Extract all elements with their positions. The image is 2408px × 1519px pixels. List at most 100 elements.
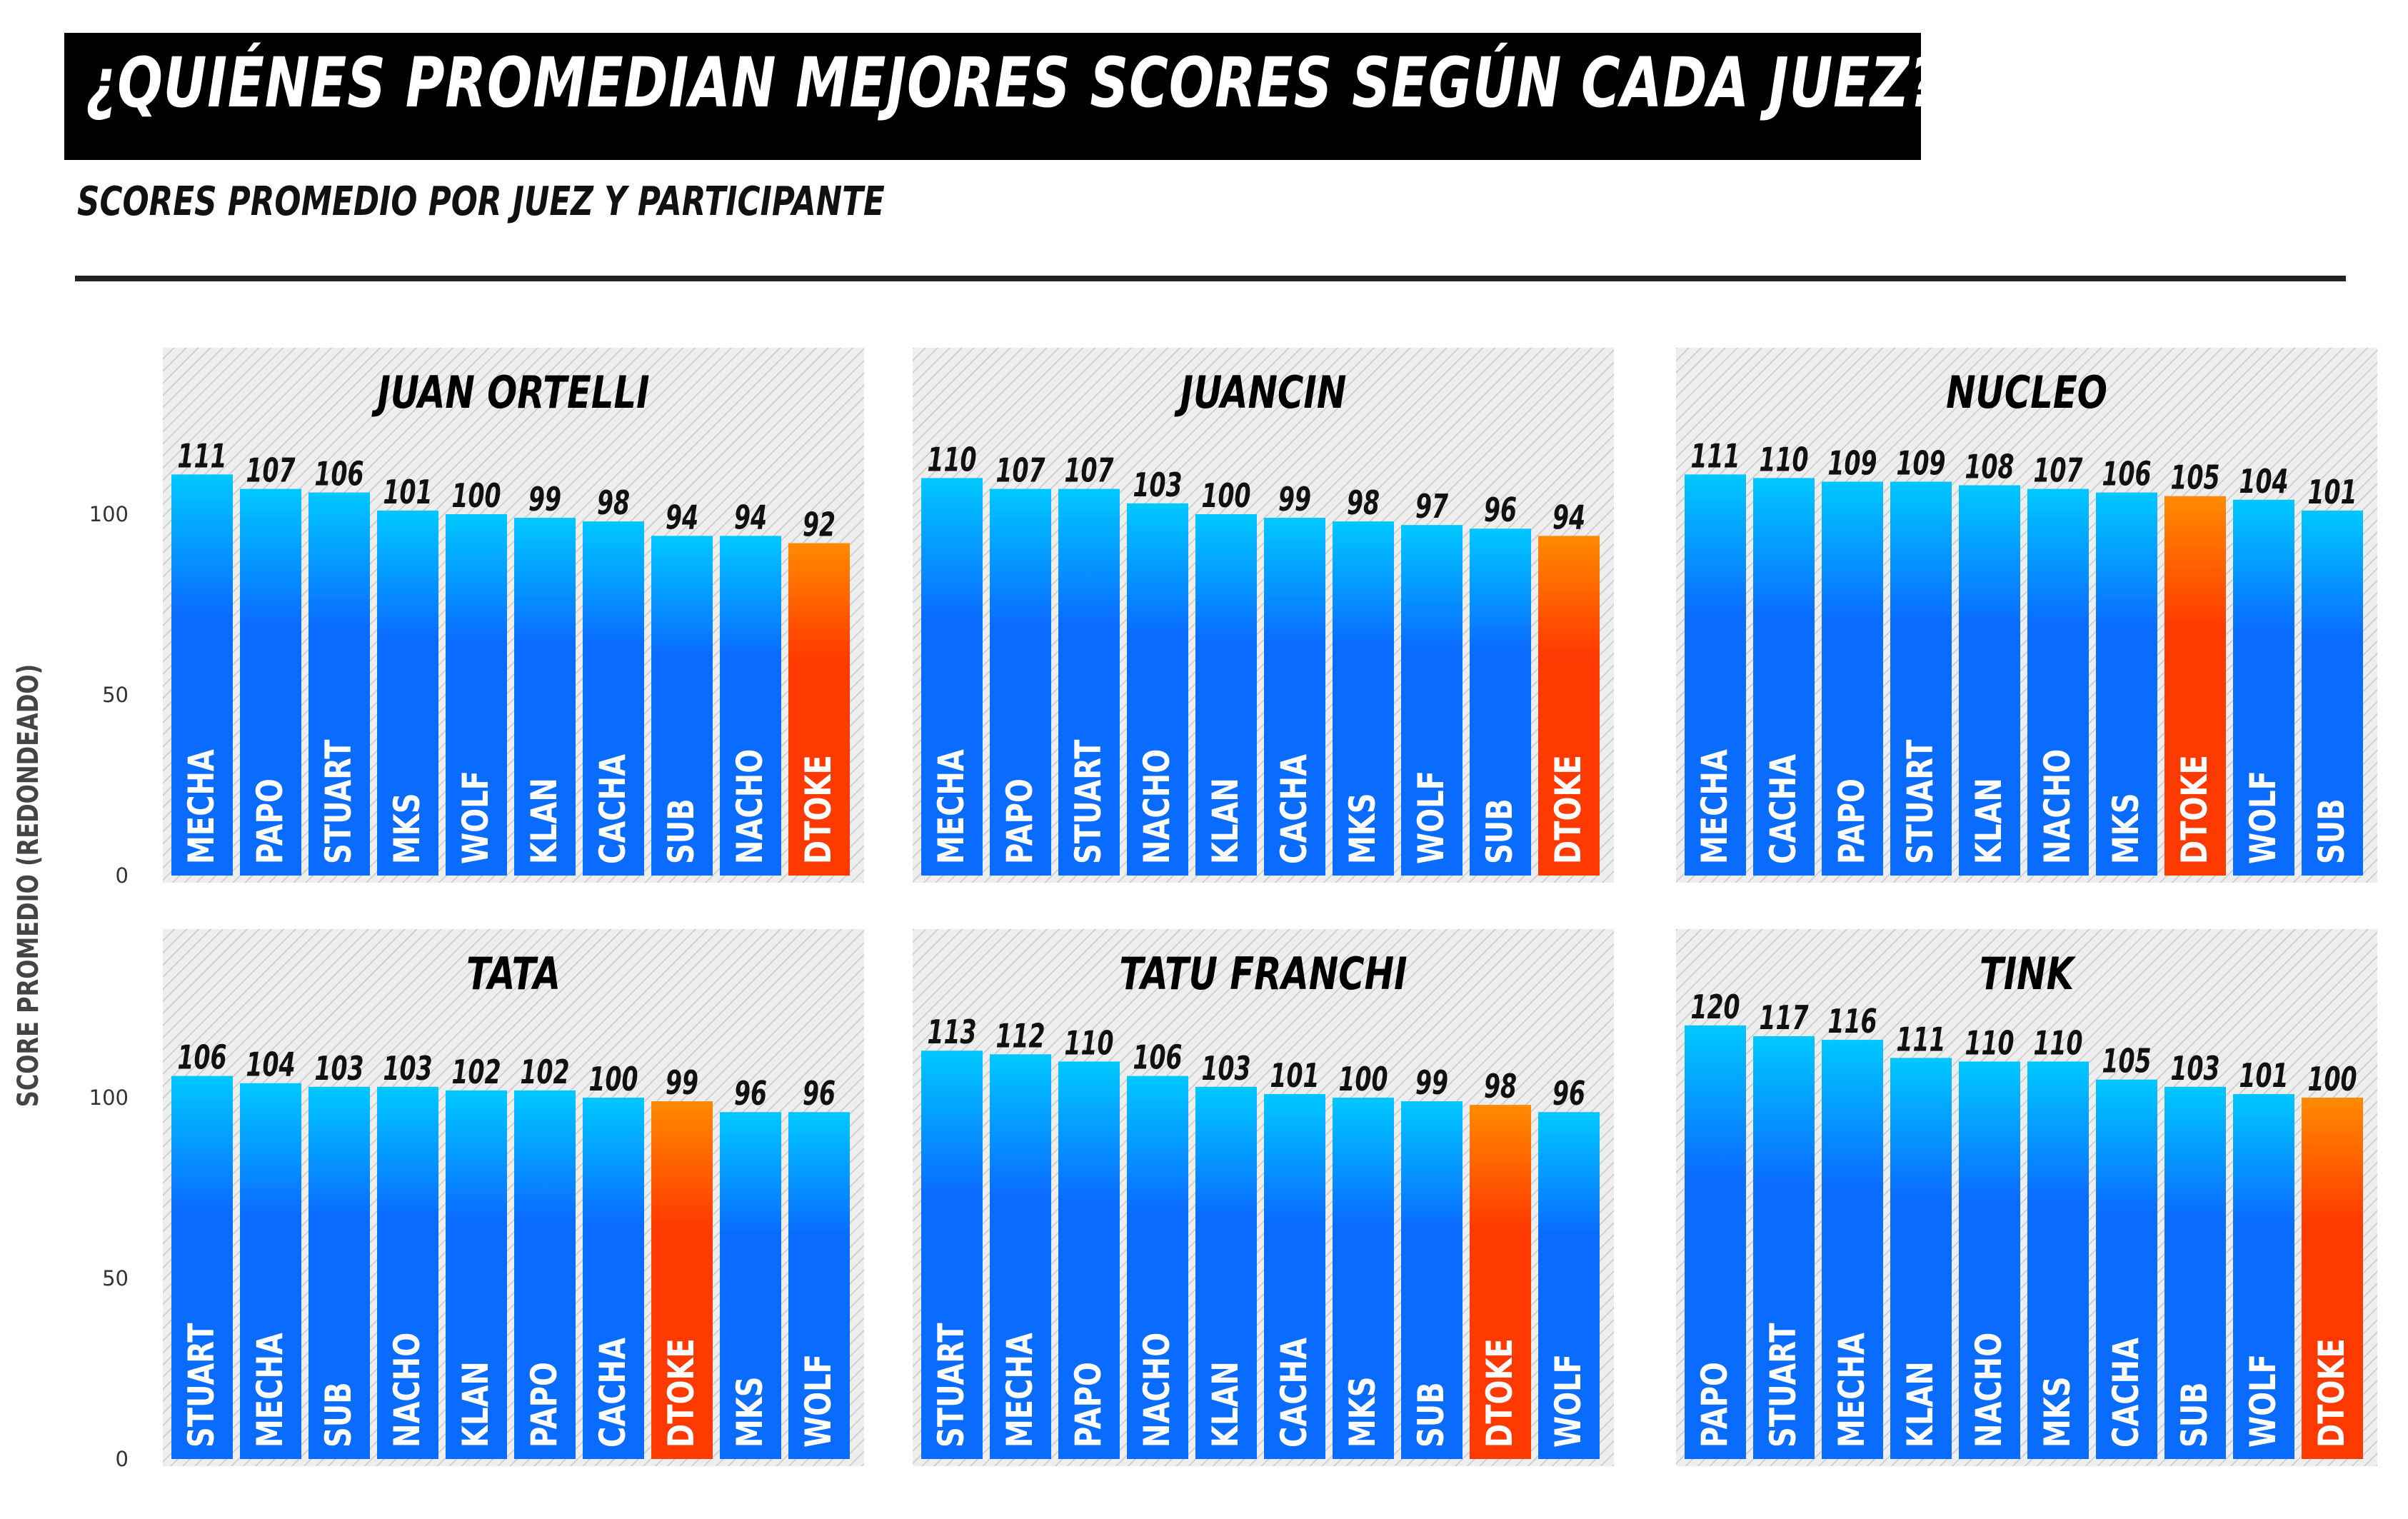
value-label: 120	[1690, 988, 1740, 1026]
category-label: MECHA	[1831, 1333, 1873, 1448]
category-label: WOLF	[455, 771, 497, 864]
value-label: 106	[314, 456, 363, 493]
category-label: WOLF	[798, 1354, 840, 1448]
bar-papo	[240, 488, 301, 876]
bar-cacha	[1264, 1093, 1325, 1459]
category-label: PAPO	[249, 778, 291, 864]
value-label: 99	[528, 481, 561, 519]
category-label: MECHA	[930, 749, 973, 864]
category-label: WOLF	[2242, 771, 2284, 864]
value-label: 100	[451, 478, 501, 516]
value-label: 96	[803, 1076, 836, 1113]
category-label: STUART	[930, 1323, 973, 1448]
panel-title: TATA	[466, 949, 561, 1001]
value-label: 100	[588, 1061, 638, 1099]
panel-tatu-franchi: TATU FRANCHI 113 STUART 112 MECHA 110 PAPO 106 N…	[913, 929, 1614, 1466]
category-label: WOLF	[1410, 771, 1453, 864]
value-label: 98	[1484, 1068, 1517, 1106]
value-label: 99	[1278, 481, 1311, 519]
panel-title: TINK	[1980, 949, 2076, 1001]
bar-stuart	[1753, 1036, 1815, 1459]
y-tick-label: 50	[102, 683, 129, 707]
bar-nacho	[1127, 1076, 1188, 1459]
bar-papo	[1058, 1061, 1120, 1459]
category-label: NACHO	[2037, 749, 2079, 864]
category-label: NACHO	[729, 749, 771, 864]
category-label: DTOKE	[798, 755, 840, 864]
value-label: 94	[734, 499, 767, 537]
bar-mks	[377, 510, 438, 876]
value-label: 111	[1896, 1021, 1945, 1059]
value-label: 107	[2033, 452, 2082, 490]
value-label: 98	[597, 485, 630, 523]
category-label: MKS	[2105, 793, 2147, 864]
bar-nacho	[377, 1086, 438, 1459]
value-label: 105	[2102, 1043, 2151, 1081]
category-label: DTOKE	[2311, 1338, 2353, 1448]
category-label: MKS	[386, 793, 428, 864]
bar-wolf	[446, 514, 507, 876]
value-label: 100	[1201, 478, 1250, 516]
category-label: KLAN	[1205, 778, 1247, 864]
value-label: 111	[1690, 438, 1740, 476]
category-label: NACHO	[386, 1333, 428, 1448]
category-label: SUB	[2311, 798, 2353, 864]
bar-mks	[720, 1112, 781, 1459]
category-label: MKS	[729, 1376, 771, 1448]
category-label: STUART	[318, 739, 360, 864]
value-label: 116	[1827, 1003, 1877, 1041]
bar-nacho	[2027, 488, 2089, 876]
category-label: DTOKE	[1479, 1338, 1521, 1448]
bar-cacha	[2096, 1079, 2157, 1459]
value-label: 100	[1338, 1061, 1388, 1099]
bar-wolf	[788, 1112, 850, 1459]
value-label: 96	[734, 1076, 767, 1113]
bar-dtoke	[2164, 496, 2226, 876]
value-label: 106	[2102, 456, 2151, 493]
value-label: 103	[383, 1051, 432, 1088]
category-label: MECHA	[181, 749, 223, 864]
value-label: 110	[2033, 1025, 2082, 1063]
value-label: 104	[246, 1046, 295, 1084]
bar-wolf	[2233, 499, 2294, 876]
bar-sub	[308, 1086, 370, 1459]
bar-stuart	[1058, 488, 1120, 876]
value-label: 110	[927, 441, 976, 479]
category-label: MECHA	[999, 1333, 1041, 1448]
category-label: CACHA	[1273, 754, 1315, 864]
category-label: SUB	[1410, 1382, 1453, 1448]
value-label: 103	[314, 1051, 363, 1088]
value-label: 101	[1270, 1058, 1319, 1096]
value-label: 99	[1415, 1065, 1448, 1103]
value-label: 110	[1064, 1025, 1113, 1063]
value-label: 103	[1201, 1051, 1250, 1088]
category-label: PAPO	[523, 1362, 566, 1448]
value-label: 106	[177, 1039, 226, 1077]
value-label: 102	[451, 1054, 501, 1092]
value-label: 111	[177, 438, 226, 476]
category-label: STUART	[1068, 739, 1110, 864]
category-label: NACHO	[1968, 1333, 2010, 1448]
bar-papo	[1685, 1025, 1746, 1459]
category-label: NACHO	[1136, 1333, 1178, 1448]
bar-klan	[514, 518, 576, 876]
bar-mks	[1333, 521, 1394, 876]
bar-mks	[1333, 1098, 1394, 1459]
panel-title: JUAN ORTELLI	[371, 368, 650, 419]
y-tick-label: 50	[102, 1266, 129, 1290]
value-label: 107	[246, 452, 295, 490]
panel-title: NUCLEO	[1946, 368, 2107, 419]
panel-nucleo: NUCLEO 111 MECHA 110 CACHA 109 PAPO 109 STUART 10…	[1676, 348, 2377, 883]
bar-dtoke	[1470, 1105, 1531, 1459]
bar-sub	[1401, 1101, 1463, 1459]
category-label: KLAN	[523, 778, 566, 864]
value-label: 110	[1759, 441, 1808, 479]
panel-title: JUANCIN	[1174, 368, 1347, 419]
category-label: MKS	[2037, 1376, 2079, 1448]
category-label: PAPO	[1068, 1362, 1110, 1448]
category-label: KLAN	[1205, 1361, 1247, 1448]
category-label: MECHA	[249, 1333, 291, 1448]
panel-tink: TINK 120 PAPO 117 STUART 116 MECHA 111 KLAN 110 NA…	[1676, 929, 2377, 1466]
bar-papo	[990, 488, 1051, 876]
value-label: 105	[2170, 459, 2219, 497]
